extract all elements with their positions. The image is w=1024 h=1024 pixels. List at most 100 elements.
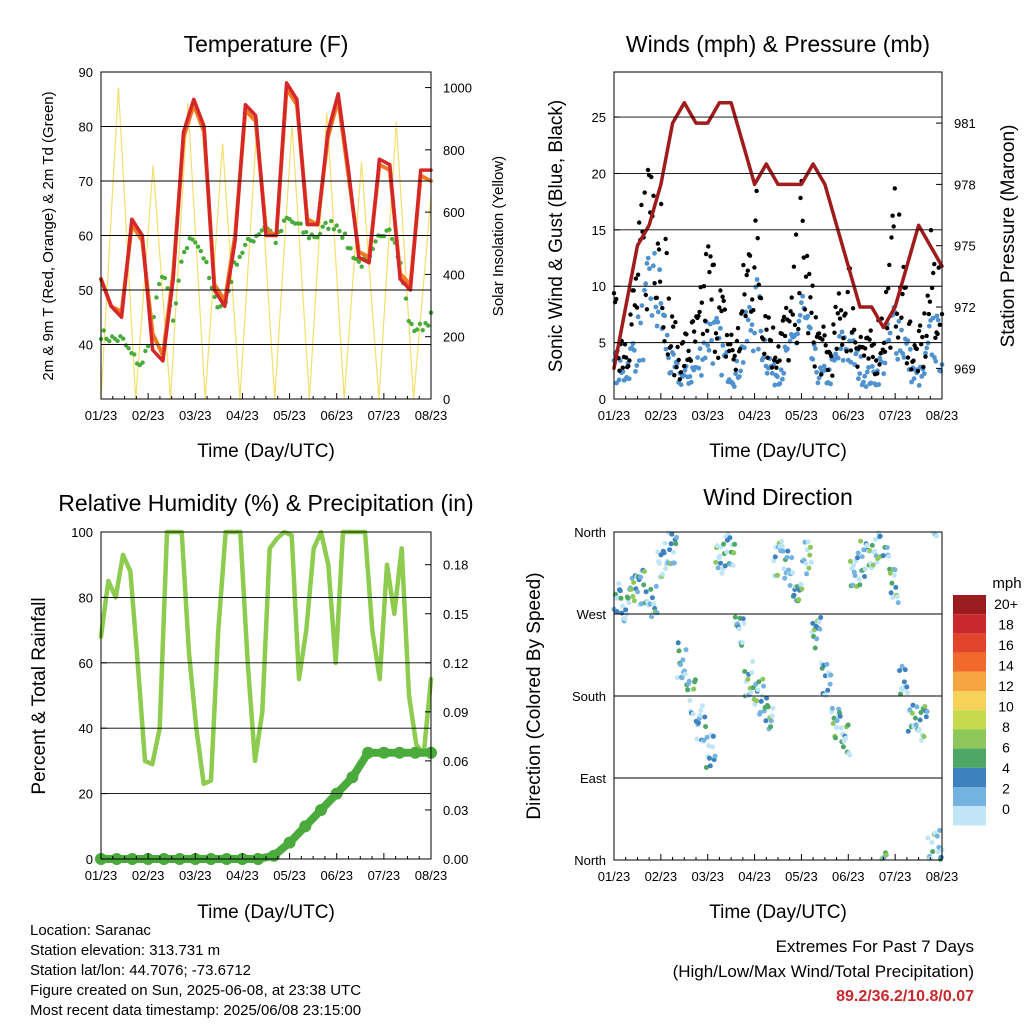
gust-point	[676, 357, 681, 363]
wind-point	[835, 355, 841, 361]
direction-point	[724, 549, 730, 555]
gust-point	[837, 316, 843, 321]
gust-point	[781, 314, 787, 320]
gust-point	[754, 188, 759, 194]
direction-point	[847, 752, 853, 758]
gust-point	[838, 308, 844, 313]
wind-point	[752, 330, 757, 336]
direction-point	[764, 695, 770, 701]
dewpoint-point	[107, 339, 112, 344]
wind-point	[756, 346, 761, 352]
gust-point	[628, 312, 633, 317]
pressure-line	[612, 100, 944, 371]
gust-point	[808, 295, 813, 300]
direction-point	[674, 534, 680, 540]
direction-point	[687, 698, 693, 704]
extremes-box: Extremes For Past 7 Days (High/Low/Max W…	[673, 934, 974, 1009]
gust-point	[877, 362, 882, 367]
winds-y2-label: Station Pressure (Maroon)	[998, 125, 1019, 348]
wind-point	[668, 369, 674, 375]
y-tick-label: 90	[79, 65, 93, 80]
direction-point	[754, 698, 759, 704]
direction-point	[873, 537, 878, 542]
gust-point	[663, 236, 668, 242]
x-tick-label: 01/23	[598, 408, 631, 423]
direction-point	[828, 672, 834, 678]
direction-point	[692, 677, 698, 683]
direction-point	[799, 586, 805, 592]
gust-point	[892, 186, 897, 191]
wind-point	[695, 355, 700, 360]
direction-point	[791, 592, 797, 598]
gust-point	[707, 269, 712, 275]
dewpoint-point	[381, 234, 387, 239]
direction-point	[785, 548, 791, 554]
direction-point	[851, 562, 856, 568]
dewpoint-point	[323, 220, 328, 226]
dewpoint-point	[406, 318, 411, 324]
gust-point	[885, 326, 890, 331]
direction-point	[786, 567, 792, 573]
winds-title: Winds (mph) & Pressure (mb)	[626, 31, 930, 57]
direction-point	[732, 541, 738, 547]
dewpoint-point	[179, 259, 184, 264]
gust-point	[836, 291, 842, 296]
x-tick-label: 04/23	[226, 868, 259, 883]
gust-point	[788, 309, 793, 314]
dewpoint-point	[157, 281, 162, 287]
colorbar-label: 12	[998, 678, 1014, 694]
extremes-title: Extremes For Past 7 Days	[775, 937, 974, 956]
gust-point	[732, 353, 737, 359]
direction-point	[894, 594, 900, 600]
gust-point	[773, 355, 778, 360]
gust-point	[671, 324, 676, 329]
wind-point	[707, 321, 713, 327]
gust-point	[680, 339, 686, 345]
wind-point	[658, 301, 664, 306]
direction-point	[731, 550, 737, 556]
winds-y-label: Sonic Wind & Gust (Blue, Black)	[546, 100, 567, 372]
gust-point	[690, 319, 696, 324]
colorbar-swatch	[953, 671, 986, 691]
wind-point	[688, 379, 694, 385]
gust-point	[835, 311, 840, 316]
wind-point	[882, 360, 888, 366]
y2-tick-label: 1000	[443, 81, 472, 96]
direction-point	[710, 744, 716, 750]
gust-point	[933, 335, 938, 340]
direction-point	[703, 724, 709, 730]
dewpoint-point	[337, 228, 342, 234]
gust-point	[935, 331, 940, 337]
temperature-y-ticks: 40 50 60 70 80 90	[79, 65, 431, 353]
gust-point	[916, 328, 922, 334]
direction-point	[930, 849, 936, 855]
direction-point	[683, 647, 689, 653]
wind-point	[861, 379, 866, 385]
direction-point	[768, 718, 774, 724]
humidity-x-ticks: 01/23 02/23 03/23 04/23 05/23 06/23 07/23 08/23	[85, 853, 447, 883]
gust-point	[904, 361, 910, 366]
dewpoint-point	[414, 327, 420, 332]
gust-point	[891, 224, 896, 229]
speed-colorbar: mph 20+ 18 16 14 12 10 8 6 4 2 0	[953, 575, 1022, 826]
gust-point	[924, 333, 929, 339]
dewpoint-point	[331, 227, 337, 232]
x-tick-label: 03/23	[691, 869, 724, 884]
gust-point	[674, 365, 679, 370]
wind-point	[742, 345, 747, 351]
x-tick-label: 06/23	[832, 408, 865, 423]
gust-point	[751, 308, 756, 313]
wind-point	[769, 370, 775, 376]
dewpoint-point	[356, 259, 362, 264]
colorbar-label: 20+	[994, 596, 1018, 612]
temperature-title: Temperature (F)	[184, 31, 349, 57]
direction-point	[782, 575, 788, 581]
gust-point	[714, 336, 720, 341]
wind-point	[643, 281, 649, 287]
direction-point	[898, 691, 903, 697]
wind-point	[881, 371, 887, 377]
gust-point	[929, 285, 935, 291]
dewpoint-point	[281, 218, 287, 223]
dewpoint-point	[334, 223, 339, 228]
direction-point	[722, 563, 728, 569]
